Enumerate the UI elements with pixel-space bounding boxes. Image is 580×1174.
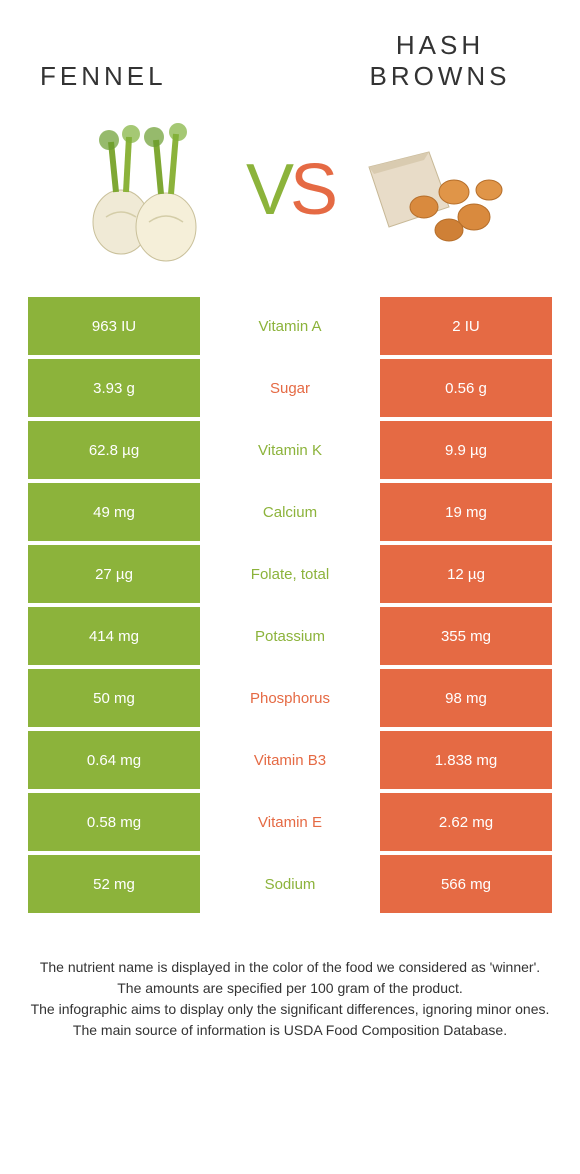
left-value-cell: 52 mg (28, 855, 200, 913)
left-value-cell: 414 mg (28, 607, 200, 665)
nutrient-label-cell: Potassium (204, 607, 376, 665)
left-value-cell: 0.58 mg (28, 793, 200, 851)
nutrient-label-cell: Sugar (204, 359, 376, 417)
right-value-cell: 12 µg (380, 545, 552, 603)
hash-browns-icon (354, 112, 509, 267)
nutrient-label-cell: Calcium (204, 483, 376, 541)
vs-label: VS (246, 149, 334, 231)
table-row: 963 IUVitamin A2 IU (28, 297, 552, 355)
table-row: 49 mgCalcium19 mg (28, 483, 552, 541)
left-value-cell: 3.93 g (28, 359, 200, 417)
footer-line-4: The main source of information is USDA F… (30, 1020, 550, 1041)
nutrient-label-cell: Vitamin E (204, 793, 376, 851)
right-value-cell: 1.838 mg (380, 731, 552, 789)
table-row: 62.8 µgVitamin K9.9 µg (28, 421, 552, 479)
nutrient-label-cell: Phosphorus (204, 669, 376, 727)
right-value-cell: 98 mg (380, 669, 552, 727)
vs-row: VS (0, 102, 580, 297)
nutrient-label-cell: Sodium (204, 855, 376, 913)
right-value-cell: 2 IU (380, 297, 552, 355)
left-value-cell: 27 µg (28, 545, 200, 603)
left-value-cell: 50 mg (28, 669, 200, 727)
footer-line-2: The amounts are specified per 100 gram o… (30, 978, 550, 999)
footer-line-3: The infographic aims to display only the… (30, 999, 550, 1020)
footer-line-1: The nutrient name is displayed in the co… (30, 957, 550, 978)
right-value-cell: 9.9 µg (380, 421, 552, 479)
header: Fennel Hash browns (0, 0, 580, 102)
nutrient-label-cell: Vitamin B3 (204, 731, 376, 789)
table-row: 27 µgFolate, total12 µg (28, 545, 552, 603)
table-row: 0.58 mgVitamin E2.62 mg (28, 793, 552, 851)
left-value-cell: 62.8 µg (28, 421, 200, 479)
table-row: 50 mgPhosphorus98 mg (28, 669, 552, 727)
footer-notes: The nutrient name is displayed in the co… (0, 917, 580, 1041)
left-value-cell: 0.64 mg (28, 731, 200, 789)
table-row: 52 mgSodium566 mg (28, 855, 552, 913)
right-value-cell: 566 mg (380, 855, 552, 913)
nutrient-label-cell: Folate, total (204, 545, 376, 603)
fennel-icon (71, 112, 226, 267)
vs-s-letter: S (290, 150, 334, 230)
vs-v-letter: V (246, 150, 290, 230)
left-value-cell: 49 mg (28, 483, 200, 541)
right-food-image (354, 112, 509, 267)
right-value-cell: 0.56 g (380, 359, 552, 417)
nutrient-table: 963 IUVitamin A2 IU3.93 gSugar0.56 g62.8… (28, 297, 552, 913)
left-food-title: Fennel (40, 61, 167, 92)
left-value-cell: 963 IU (28, 297, 200, 355)
right-value-cell: 355 mg (380, 607, 552, 665)
right-food-title: Hash browns (340, 30, 540, 92)
nutrient-label-cell: Vitamin A (204, 297, 376, 355)
right-value-cell: 19 mg (380, 483, 552, 541)
table-row: 3.93 gSugar0.56 g (28, 359, 552, 417)
nutrient-label-cell: Vitamin K (204, 421, 376, 479)
left-food-image (71, 112, 226, 267)
table-row: 414 mgPotassium355 mg (28, 607, 552, 665)
table-row: 0.64 mgVitamin B31.838 mg (28, 731, 552, 789)
right-value-cell: 2.62 mg (380, 793, 552, 851)
